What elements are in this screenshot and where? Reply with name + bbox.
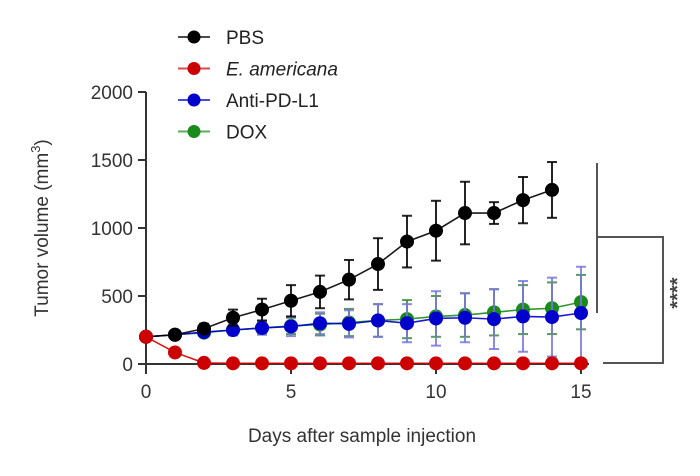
- data-point: [342, 356, 356, 371]
- data-point: [429, 223, 443, 238]
- axes: 0 500 1000 1500 2000 0 5 10 15: [91, 83, 592, 403]
- legend-label: PBS: [226, 28, 264, 49]
- data-point: [574, 356, 588, 371]
- legend-label: Anti-PD-L1: [226, 91, 319, 112]
- legend-item: DOX: [178, 123, 268, 144]
- data-point: [487, 206, 501, 221]
- data-point: [400, 316, 414, 331]
- legend-marker-icon: [187, 62, 201, 75]
- legend-item: PBS: [178, 28, 264, 49]
- legend-item: E. americana: [178, 60, 338, 81]
- x-tick-label: 5: [286, 382, 297, 403]
- data-point: [371, 257, 385, 272]
- legend-label: DOX: [226, 123, 268, 144]
- data-point: [516, 356, 530, 371]
- data-point: [197, 355, 211, 370]
- data-point: [313, 316, 327, 331]
- data-point: [284, 319, 298, 334]
- legend-marker-icon: [187, 30, 201, 44]
- series-anti-pd-l1: [139, 265, 588, 361]
- significance-stars: ****: [667, 277, 689, 308]
- data-point: [458, 356, 472, 371]
- y-tick-label: 2000: [91, 83, 133, 104]
- data-point: [139, 329, 153, 344]
- data-point: [429, 311, 443, 326]
- y-tick-label: 1500: [91, 151, 133, 172]
- legend-marker-icon: [187, 125, 201, 138]
- data-point: [284, 293, 298, 308]
- data-point: [458, 310, 472, 325]
- data-point: [400, 356, 414, 371]
- x-tick-label: 15: [570, 382, 591, 403]
- data-point: [197, 321, 211, 336]
- data-point: [371, 313, 385, 328]
- data-point: [284, 356, 298, 371]
- x-axis-title: Days after sample injection: [248, 426, 476, 447]
- data-point: [487, 312, 501, 327]
- data-point: [574, 306, 588, 320]
- series-pbs: [139, 161, 559, 344]
- data-point: [313, 284, 327, 299]
- x-tick-label: 0: [141, 382, 152, 403]
- data-point: [342, 272, 356, 287]
- data-point: [458, 206, 472, 221]
- legend-item: Anti-PD-L1: [178, 91, 319, 112]
- significance-bracket: ****: [596, 163, 689, 364]
- data-point: [545, 356, 559, 371]
- data-point: [516, 309, 530, 324]
- y-tick-label: 1000: [91, 219, 133, 240]
- data-point: [168, 345, 182, 360]
- data-point: [255, 320, 269, 335]
- series-e-americana: [139, 329, 588, 371]
- data-point: [226, 356, 240, 371]
- x-tick-label: 10: [425, 382, 446, 403]
- data-point: [516, 193, 530, 208]
- legend-label: E. americana: [226, 60, 338, 81]
- legend: PBS E. americana Anti-PD-L1 DOX: [178, 28, 338, 144]
- data-point: [255, 356, 269, 371]
- y-tick-label: 0: [122, 355, 133, 376]
- data-point: [487, 356, 501, 371]
- data-point: [168, 327, 182, 342]
- y-tick-label: 500: [101, 287, 133, 308]
- data-point: [342, 316, 356, 331]
- data-point: [429, 356, 443, 371]
- data-point: [371, 356, 385, 371]
- data-point: [545, 310, 559, 325]
- y-axis-title: Tumor volume (mm3): [28, 139, 53, 317]
- data-point: [226, 310, 240, 325]
- data-point: [545, 182, 559, 197]
- data-point: [400, 234, 414, 249]
- data-point: [313, 356, 327, 371]
- data-series: [139, 161, 588, 371]
- data-point: [255, 302, 269, 317]
- legend-marker-icon: [187, 93, 201, 107]
